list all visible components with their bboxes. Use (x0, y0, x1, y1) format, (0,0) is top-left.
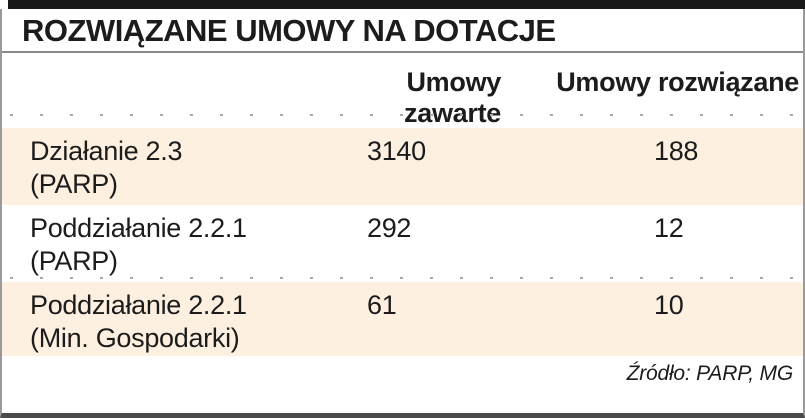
row-label: Poddziałanie 2.2.1 (Min. Gospodarki) (2, 289, 332, 356)
table-row-poddzialanie-2-2-1-min-gospodarki: Poddziałanie 2.2.1 (Min. Gospodarki) 61 … (2, 282, 803, 356)
row-label-line2: (PARP) (30, 246, 118, 276)
table-row-dzialanie-2-3: Działanie 2.3 (PARP) 3140 188 (2, 128, 803, 205)
row-label-line2: (PARP) (30, 169, 118, 199)
source-note: Źródło: PARP, MG (626, 362, 794, 385)
title-section: ROZWIĄZANE UMOWY NA DOTACJE (2, 9, 803, 53)
row-label-line1: Poddziałanie 2.2.1 (30, 290, 247, 320)
row-label-line1: Poddziałanie 2.2.1 (30, 213, 247, 243)
table-title: ROZWIĄZANE UMOWY NA DOTACJE (22, 12, 556, 48)
table-row-poddzialanie-2-2-1-parp: Poddziałanie 2.2.1 (PARP) 292 12 (2, 205, 803, 282)
row-label-line2: (Min. Gospodarki) (30, 323, 240, 353)
column-header-umowy-rozwiazane: Umowy rozwiązane (556, 67, 799, 97)
row-label-line1: Działanie 2.3 (30, 136, 183, 166)
cell-umowy-zawarte: 3140 (367, 136, 426, 166)
table-frame: ROZWIĄZANE UMOWY NA DOTACJE Umowy zawart… (0, 9, 805, 418)
header-spacer (2, 116, 803, 128)
cell-umowy-zawarte: 292 (367, 213, 412, 243)
cell-umowy-rozwiazane: 12 (654, 213, 684, 243)
top-accent-bar (8, 0, 805, 9)
row-label: Poddziałanie 2.2.1 (PARP) (2, 212, 332, 282)
header-separator-dotted (10, 114, 795, 116)
column-header-umowy-zawarte: Umowy zawarte (404, 67, 501, 128)
cell-umowy-zawarte: 61 (367, 290, 397, 320)
cell-umowy-rozwiazane: 188 (654, 136, 699, 166)
row-label: Działanie 2.3 (PARP) (2, 135, 332, 205)
cell-umowy-rozwiazane: 10 (654, 290, 684, 320)
table-header-row: Umowy zawarte Umowy rozwiązane (2, 53, 803, 128)
